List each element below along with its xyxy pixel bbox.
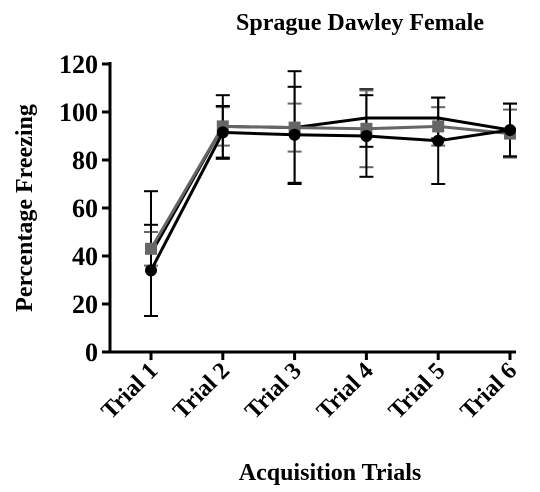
y-tick-label: 0 xyxy=(85,338,98,367)
point xyxy=(216,126,229,139)
series-line xyxy=(149,124,511,250)
point xyxy=(288,128,301,141)
point xyxy=(145,242,157,255)
x-tick-label: Trial 2 xyxy=(168,358,235,425)
point xyxy=(360,130,373,142)
y-tick-label: 20 xyxy=(72,290,98,319)
x-axis-label: Acquisition Trials xyxy=(239,460,421,486)
point xyxy=(504,124,516,136)
y-axis-label: Percentage Freezing xyxy=(12,104,38,312)
series-line xyxy=(149,128,511,272)
x-tick-label: Trial 3 xyxy=(240,358,307,425)
chart-title: Sprague Dawley Female xyxy=(236,10,484,36)
point xyxy=(432,134,445,147)
x-tick-label: Trial 6 xyxy=(456,358,523,425)
x-tick-label: Trial 1 xyxy=(97,358,164,425)
y-tick-label: 60 xyxy=(72,194,98,223)
y-tick-label: 120 xyxy=(59,50,98,79)
point xyxy=(145,264,157,277)
point xyxy=(432,120,445,133)
x-tick-label: Trial 4 xyxy=(312,358,379,425)
y-tick-label: 100 xyxy=(59,98,98,127)
y-tick-label: 40 xyxy=(72,242,98,271)
y-tick-label: 80 xyxy=(72,146,98,175)
x-tick-label: Trial 5 xyxy=(384,358,451,425)
